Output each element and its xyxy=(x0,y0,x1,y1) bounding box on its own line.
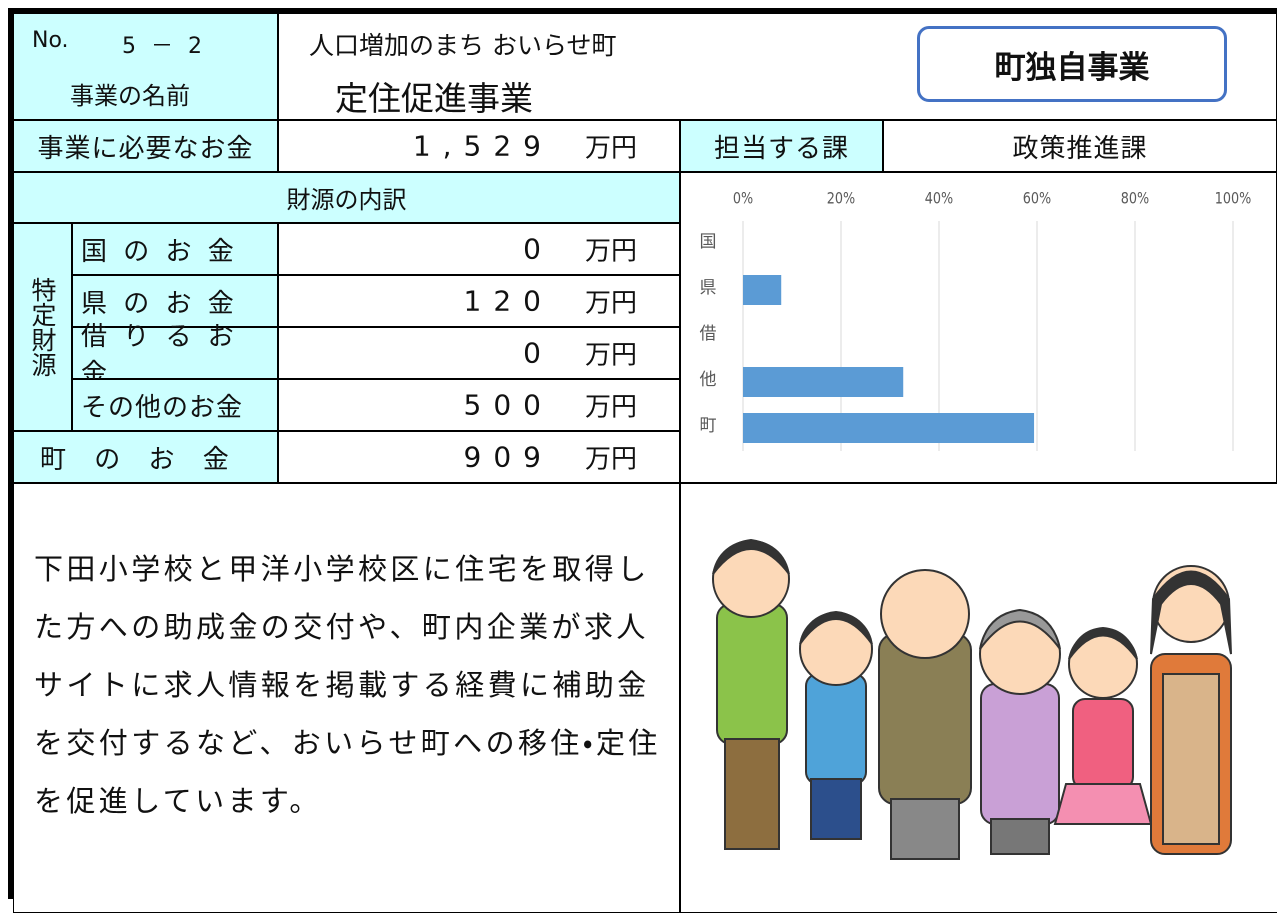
illustration-cell xyxy=(680,483,1277,913)
department-label: 担当する課 xyxy=(680,120,883,172)
row-unit: 万円 xyxy=(585,335,637,372)
description: 下田小学校と甲洋小学校区に住宅を取得した方への助成金の交付や、町内企業が求人サイ… xyxy=(34,540,664,830)
family-illustration xyxy=(681,484,1277,900)
y-tick-label: 県 xyxy=(699,278,716,298)
cost-unit: 万円 xyxy=(585,128,637,165)
town-unit: 万円 xyxy=(585,439,637,476)
row-label: その他のお金 xyxy=(72,379,278,431)
cost-label: 事業に必要なお金 xyxy=(13,120,278,172)
header-id-cell: No. 5 － 2 事業の名前 xyxy=(13,13,278,120)
x-tick-label: 40% xyxy=(924,190,952,208)
name-label: 事業の名前 xyxy=(70,76,190,111)
bar xyxy=(743,275,781,305)
project-name: 定住促進事業 xyxy=(335,72,533,120)
cost-amount: 1,529 xyxy=(413,130,553,163)
row-amount: 500 xyxy=(464,389,553,422)
town-label: 町 の お 金 xyxy=(13,431,278,483)
subtitle: 人口増加のまち おいらせ町 xyxy=(309,26,616,62)
no: 5 － 2 xyxy=(122,28,202,60)
y-tick-label: 国 xyxy=(699,232,716,252)
x-tick-label: 80% xyxy=(1120,190,1148,208)
y-tick-label: 町 xyxy=(699,416,716,436)
row-cell: 0 万円 xyxy=(278,223,680,275)
y-tick-label: 借 xyxy=(699,324,716,344)
row-unit: 万円 xyxy=(585,283,637,320)
department-name: 政策推進課 xyxy=(883,120,1277,172)
chart-cell: 0% 20% 40% 60% 80% 100% 国県借他町 xyxy=(680,172,1277,483)
page: No. 5 － 2 事業の名前 人口増加のまち おいらせ町 定住促進事業 町独自… xyxy=(0,0,1277,899)
row-label: 国 の お 金 xyxy=(72,223,278,275)
town-cell: 909 万円 xyxy=(278,431,680,483)
x-tick-label: 60% xyxy=(1022,190,1050,208)
badge: 町独自事業 xyxy=(917,26,1227,102)
description-cell: 下田小学校と甲洋小学校区に住宅を取得した方への助成金の交付や、町内企業が求人サイ… xyxy=(13,483,680,913)
row-label: 借 り る お 金 xyxy=(72,327,278,379)
no-label: No. xyxy=(32,28,69,53)
row-cell: 0 万円 xyxy=(278,327,680,379)
cost-cell: 1,529 万円 xyxy=(278,120,680,172)
row-amount: 0 xyxy=(523,337,553,370)
x-tick-label: 100% xyxy=(1214,190,1251,208)
x-tick-label: 0% xyxy=(732,190,752,208)
bar xyxy=(743,413,1034,443)
row-unit: 万円 xyxy=(585,231,637,268)
y-tick-label: 他 xyxy=(699,370,716,390)
funding-title: 財源の内訳 xyxy=(13,172,680,223)
row-amount: 0 xyxy=(523,233,553,266)
x-tick-label: 20% xyxy=(826,190,854,208)
row-cell: 120 万円 xyxy=(278,275,680,327)
row-cell: 500 万円 xyxy=(278,379,680,431)
row-unit: 万円 xyxy=(585,387,637,424)
row-amount: 120 xyxy=(464,285,553,318)
town-amount: 909 xyxy=(464,441,553,474)
header-title-cell: 人口増加のまち おいらせ町 定住促進事業 町独自事業 xyxy=(278,13,1277,120)
group-label: 特定財源 xyxy=(13,223,72,431)
bar xyxy=(743,367,903,397)
